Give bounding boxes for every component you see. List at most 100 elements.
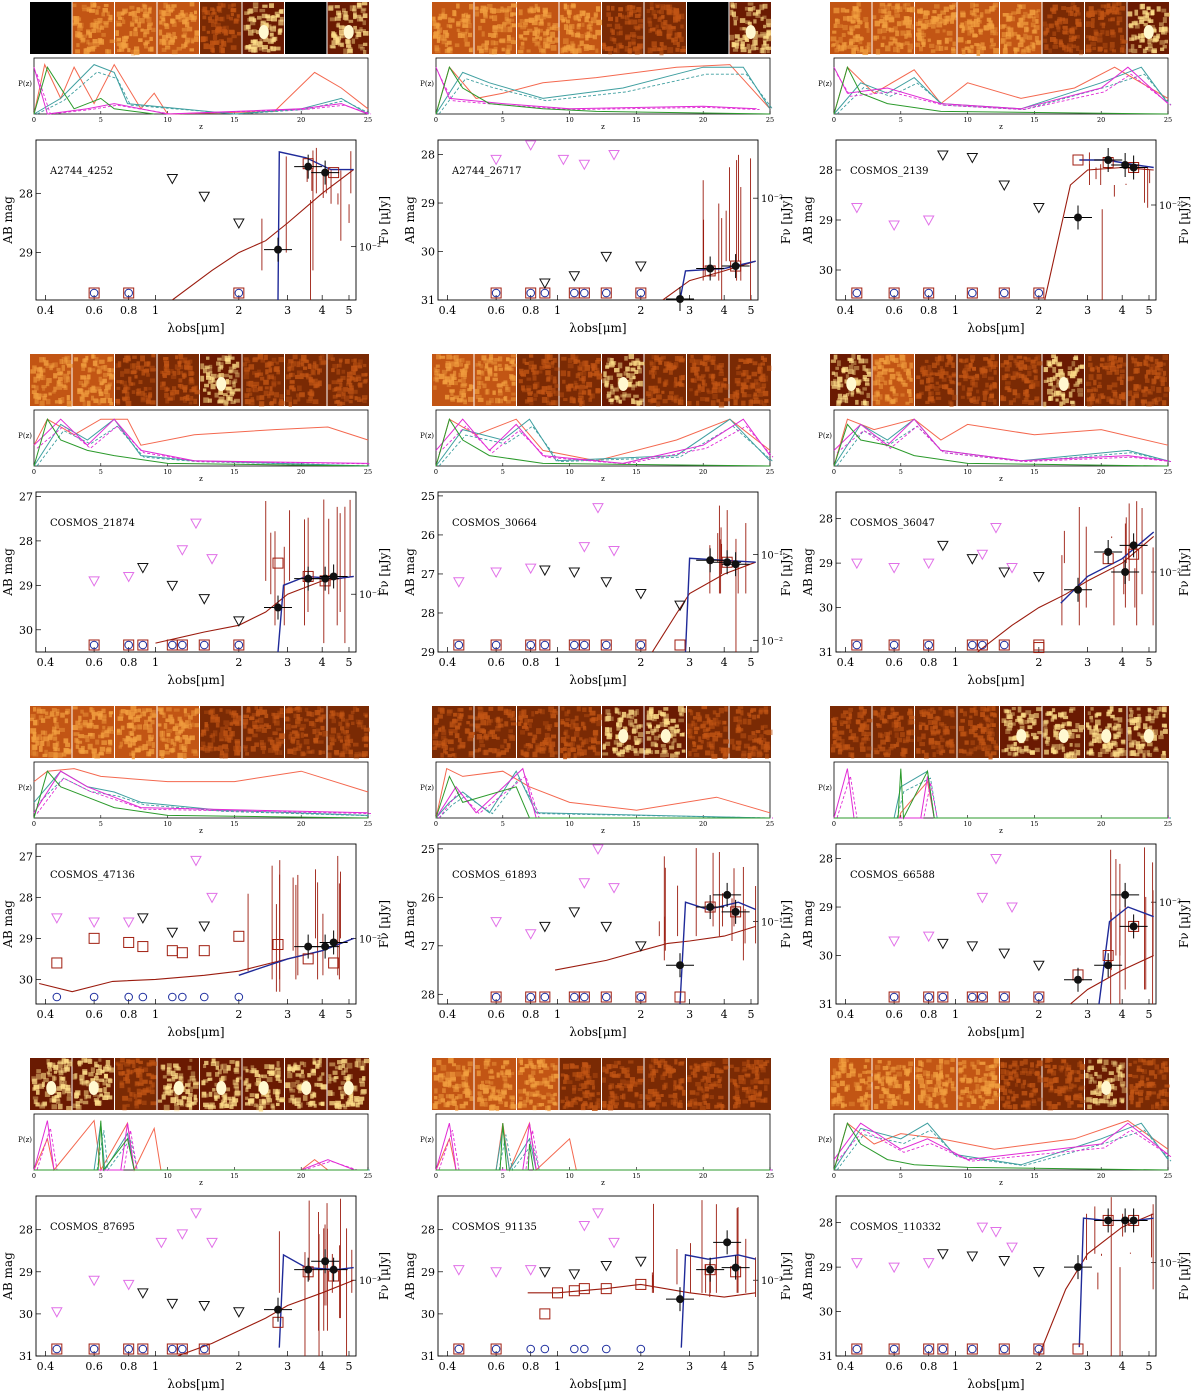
image-stamp-noise <box>1141 399 1147 404</box>
image-stamp-noise <box>550 714 557 719</box>
image-stamp-noise <box>697 385 702 391</box>
upper-limit-black <box>232 616 245 627</box>
image-stamp-noise <box>462 388 467 395</box>
image-stamp-noise <box>654 3 661 8</box>
image-stamp-noise <box>468 396 474 402</box>
image-stamp-noise <box>753 397 758 401</box>
image-stamp-noise <box>79 35 84 41</box>
image-stamp-noise <box>315 728 320 734</box>
image-stamp-noise <box>593 735 598 741</box>
image-stamp-noise <box>436 27 443 33</box>
image-stamp-noise <box>618 7 623 11</box>
image-stamp-noise <box>500 750 507 755</box>
model-square-marker <box>490 287 502 299</box>
image-stamp-noise <box>746 375 752 380</box>
image-stamp-noise <box>502 21 508 26</box>
image-stamp-noise <box>967 387 973 392</box>
wave-tick-label: 4 <box>319 304 326 317</box>
image-stamp-noise <box>625 735 631 740</box>
image-stamp-noise <box>133 49 140 56</box>
image-stamp-noise <box>206 367 213 374</box>
upper-limit-pink <box>206 554 218 565</box>
image-stamp-noise <box>223 753 228 759</box>
wave-tick-label: 0.6 <box>487 304 505 317</box>
image-stamp-noise <box>258 46 264 51</box>
image-stamp-noise <box>465 360 471 366</box>
image-stamp-noise <box>674 751 679 758</box>
image-stamp-noise <box>339 714 343 719</box>
image-stamp-noise <box>235 746 239 750</box>
image-stamp-noise <box>602 752 609 756</box>
image-stamp-noise <box>441 13 448 19</box>
image-stamp-noise <box>335 399 341 404</box>
image-stamp-noise <box>882 22 889 28</box>
image-stamp-noise <box>552 23 559 28</box>
image-stamp-noise <box>540 389 545 395</box>
wave-tick-label: 5 <box>1145 656 1152 669</box>
image-stamp-noise <box>896 48 901 53</box>
image-stamp-noise <box>665 24 672 30</box>
image-stamp-noise <box>623 371 628 376</box>
image-stamp-noise <box>436 740 443 746</box>
image-stamp-noise <box>873 366 877 370</box>
wave-tick-label: 2 <box>637 304 644 317</box>
image-stamp <box>559 706 603 760</box>
image-stamp-noise <box>536 746 542 752</box>
image-stamp-noise <box>468 751 474 757</box>
image-stamp-noise <box>524 18 530 23</box>
object-id-label: COSMOS_36047 <box>850 518 935 529</box>
model-hex-marker <box>968 288 977 298</box>
image-stamp-noise <box>261 727 267 733</box>
image-stamp-noise <box>202 15 207 20</box>
image-stamp <box>559 2 603 54</box>
image-stamp-noise <box>39 400 45 406</box>
image-stamp-noise <box>104 731 110 738</box>
image-stamp-noise <box>327 354 334 360</box>
wave-axis-label: λobs[μm] <box>167 1025 224 1039</box>
image-stamp-noise <box>227 4 234 10</box>
image-stamp-noise <box>853 6 859 11</box>
image-stamp-noise <box>631 384 635 391</box>
image-stamp-noise <box>446 354 452 360</box>
image-stamp-noise <box>453 753 457 759</box>
image-stamp-noise <box>356 31 362 38</box>
image-stamp-noise <box>742 369 749 376</box>
image-stamp-noise <box>509 375 516 381</box>
detection-point <box>304 574 313 583</box>
mag-tick-label: 27 <box>421 568 435 581</box>
image-stamp-noise <box>211 373 217 379</box>
model-hex-marker <box>636 640 646 650</box>
image-stamp-noise <box>534 3 538 10</box>
image-stamp-noise <box>625 393 632 398</box>
image-stamp-noise <box>744 6 749 11</box>
image-stamp-noise <box>584 738 589 745</box>
image-stamp-noise <box>942 29 946 33</box>
image-stamp-noise <box>863 358 869 364</box>
image-stamp-noise <box>521 725 528 729</box>
image-stamp-noise <box>646 8 651 14</box>
image-stamp-noise <box>905 371 911 376</box>
image-stamp-noise <box>834 18 839 22</box>
image-stamp-noise <box>935 391 941 396</box>
image-stamp-noise <box>974 22 980 28</box>
image-stamp-noise <box>606 727 613 733</box>
image-stamp-noise <box>690 366 697 373</box>
image-stamp-noise <box>1150 38 1155 43</box>
image-stamp-noise <box>967 26 972 31</box>
image-stamp-noise <box>1146 12 1150 16</box>
wave-tick-label: 1 <box>554 304 561 317</box>
image-stamp-noise <box>714 364 720 371</box>
image-stamp-noise <box>34 385 39 391</box>
image-stamp-noise <box>518 715 523 721</box>
image-stamp-noise <box>256 708 263 715</box>
image-stamp-noise <box>595 29 602 36</box>
image-stamp-noise <box>56 384 63 390</box>
image-stamp-noise <box>132 28 138 32</box>
image-stamp-noise <box>620 15 626 20</box>
image-stamp-noise <box>336 22 340 28</box>
image-stamp-noise <box>143 392 147 397</box>
image-stamp-noise <box>38 366 43 372</box>
pz-ylabel: P(z) <box>18 432 32 440</box>
image-stamp-noise <box>279 708 284 715</box>
image-stamp-noise <box>222 393 228 397</box>
